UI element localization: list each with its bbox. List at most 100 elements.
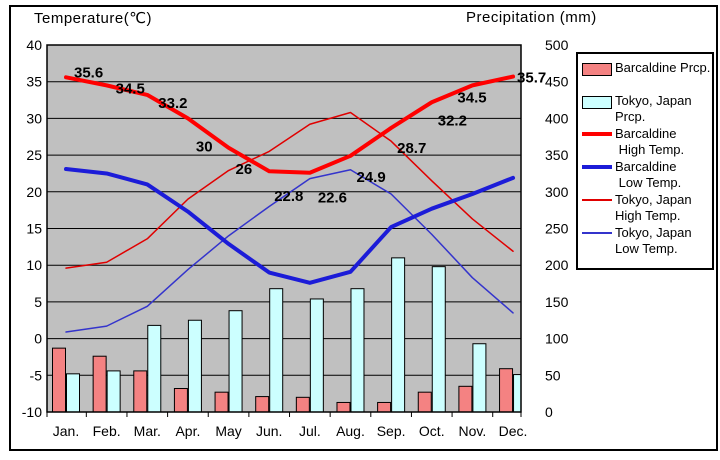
x-axis-month-label: Oct. xyxy=(419,423,445,439)
temperature-axis-title: Temperature(℃) xyxy=(34,10,153,27)
chart-outer-border xyxy=(9,5,718,451)
legend-label: Barcaldine Prcp. xyxy=(615,60,711,75)
precip-axis-tick-label: 400 xyxy=(545,110,569,126)
data-label: 24.9 xyxy=(356,169,385,186)
bar-tokyo-prcp xyxy=(472,343,487,412)
legend-swatch-cell xyxy=(582,60,615,76)
data-label: 35.7 xyxy=(517,70,546,87)
bar-barcaldine-prcp xyxy=(499,368,514,412)
legend-label: Barcaldine Low Temp. xyxy=(615,158,682,191)
x-axis-month-label: Sep. xyxy=(377,423,406,439)
line-barcaldine-high-temp xyxy=(64,74,516,175)
x-axis-month-label: Feb. xyxy=(93,423,121,439)
x-axis-month-label: Jan. xyxy=(53,423,79,439)
temp-axis-tick-label: 0 xyxy=(34,331,42,347)
bar-tokyo-prcp xyxy=(350,288,365,412)
x-axis-month-label: Jul. xyxy=(299,423,321,439)
precipitation-axis-title: Precipitation (mm) xyxy=(466,9,597,26)
legend-box: Barcaldine Prcp. Tokyo, Japan Prcp. Barcal… xyxy=(576,52,714,270)
legend-swatch-cell xyxy=(582,192,615,201)
temp-axis-tick-label: 25 xyxy=(26,147,42,163)
line-tokyo-low-temp xyxy=(65,169,514,333)
bar-tokyo-prcp xyxy=(187,319,202,412)
data-label: 33.2 xyxy=(158,95,187,112)
data-label: 30 xyxy=(196,138,213,155)
precip-axis-tick-label: 100 xyxy=(545,331,569,347)
temp-axis-tick-label: 35 xyxy=(26,74,42,90)
bar-barcaldine-prcp xyxy=(377,401,392,412)
x-axis-month-label: Aug. xyxy=(336,423,365,439)
precip-axis-tick-label: 350 xyxy=(545,147,569,163)
temp-axis-tick-label: -5 xyxy=(30,367,43,383)
line-barcaldine-low-temp xyxy=(64,167,516,285)
precip-axis-tick-label: 50 xyxy=(545,367,561,383)
precip-axis-tick-label: 300 xyxy=(545,184,569,200)
plot-border xyxy=(46,44,522,413)
legend-item: Tokyo, Japan High Temp. xyxy=(582,192,711,225)
x-axis-month-label: Mar. xyxy=(134,423,161,439)
bars-group xyxy=(52,257,521,412)
legend-item: Tokyo, Japan Low Temp. xyxy=(582,225,711,258)
precip-axis-tick-label: 200 xyxy=(545,257,569,273)
legend-line-swatch xyxy=(582,131,612,136)
legend-label: Barcaldine High Temp. xyxy=(615,125,685,158)
legend-swatch-cell xyxy=(582,126,615,136)
temp-axis-tick-label: 20 xyxy=(26,184,42,200)
legend-swatch-cell xyxy=(582,225,615,234)
legend-item: Barcaldine Low Temp. xyxy=(582,159,711,192)
line-tokyo-high-temp xyxy=(65,111,514,269)
bar-barcaldine-prcp xyxy=(295,396,310,412)
bar-barcaldine-prcp xyxy=(52,347,66,412)
legend-item: Tokyo, Japan Prcp. xyxy=(582,93,711,126)
precip-axis-tick-label: 0 xyxy=(545,404,553,420)
data-label: 35.6 xyxy=(74,64,103,81)
legend-label: Tokyo, Japan Prcp. xyxy=(615,92,692,125)
x-axis-month-label: May xyxy=(215,423,241,439)
temp-axis-tick-label: -10 xyxy=(22,404,42,420)
legend-line-swatch xyxy=(582,231,612,234)
data-label: 22.8 xyxy=(274,188,303,205)
data-label: 28.7 xyxy=(397,140,426,157)
precip-axis-tick-label: 150 xyxy=(545,294,569,310)
bar-tokyo-prcp xyxy=(228,310,243,412)
temp-axis-tick-label: 5 xyxy=(34,294,42,310)
bar-barcaldine-prcp xyxy=(458,385,473,412)
legend-item: Barcaldine High Temp. xyxy=(582,126,711,159)
data-label: 34.5 xyxy=(457,89,486,106)
bar-tokyo-prcp xyxy=(309,298,324,412)
bar-tokyo-prcp xyxy=(269,288,284,412)
bar-barcaldine-prcp xyxy=(92,355,107,412)
legend-item: Barcaldine Prcp. xyxy=(582,60,711,77)
temp-axis-tick-label: 15 xyxy=(26,221,42,237)
bar-tokyo-prcp xyxy=(391,257,406,412)
data-label: 32.2 xyxy=(438,112,467,129)
precip-axis-tick-label: 450 xyxy=(545,74,569,90)
legend-swatch-cell xyxy=(582,159,615,169)
bar-tokyo-prcp xyxy=(66,373,80,412)
legend-bar-swatch xyxy=(582,95,612,109)
bar-tokyo-prcp xyxy=(431,266,446,412)
bar-barcaldine-prcp xyxy=(173,388,188,412)
x-axis-month-label: Dec. xyxy=(499,423,528,439)
temp-axis-tick-label: 30 xyxy=(26,110,42,126)
data-label: 22.6 xyxy=(318,190,347,207)
precip-axis-tick-label: 500 xyxy=(545,37,569,53)
legend-label: Tokyo, Japan Low Temp. xyxy=(615,224,692,257)
bar-tokyo-prcp xyxy=(147,324,162,412)
temp-axis-tick-label: 40 xyxy=(26,37,42,53)
bar-barcaldine-prcp xyxy=(255,396,270,412)
legend-label: Tokyo, Japan High Temp. xyxy=(615,191,692,224)
x-axis-month-label: Nov. xyxy=(459,423,487,439)
temp-axis-tick-label: 10 xyxy=(26,257,42,273)
legend-line-swatch xyxy=(582,198,612,201)
legend-bar-swatch xyxy=(582,63,612,76)
x-axis-month-label: Jun. xyxy=(256,423,282,439)
data-label: 26 xyxy=(236,161,253,178)
data-label: 34.5 xyxy=(116,80,145,97)
bar-barcaldine-prcp xyxy=(133,370,148,412)
x-axis-month-label: Apr. xyxy=(175,423,200,439)
bar-tokyo-prcp xyxy=(513,374,521,412)
bar-barcaldine-prcp xyxy=(336,401,351,412)
